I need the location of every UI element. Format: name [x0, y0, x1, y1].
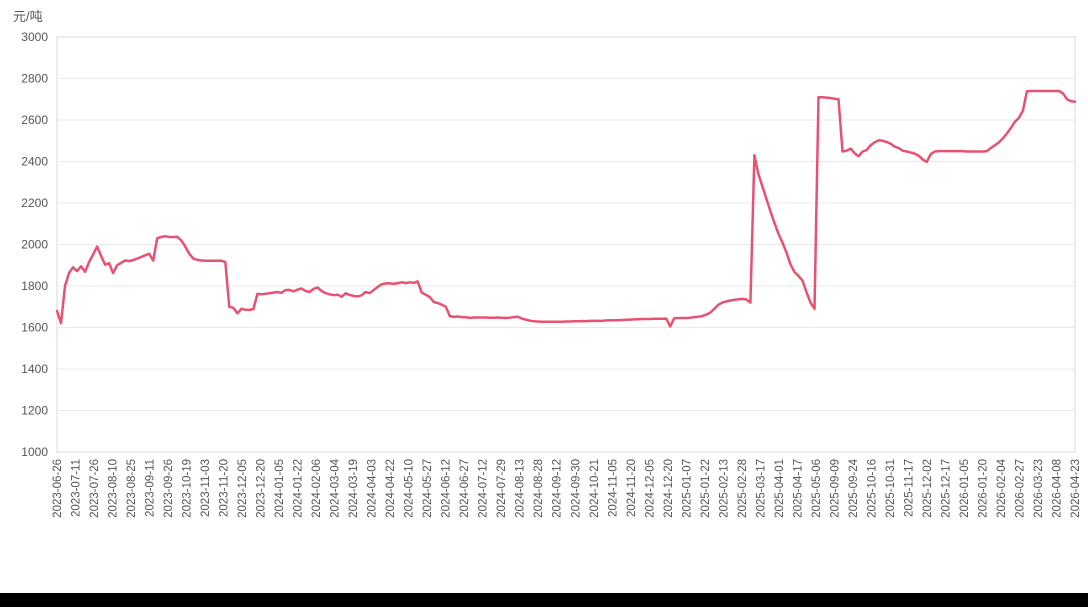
x-axis-tick-label: 2024-11-20 [626, 459, 638, 517]
y-axis-tick-label: 1400 [21, 362, 48, 376]
x-axis-tick-label: 2026-03-23 [1033, 459, 1045, 518]
x-axis-tick-label: 2024-07-12 [478, 459, 490, 518]
x-axis-tick-label: 2023-06-26 [52, 459, 64, 518]
x-axis-tick-label: 2025-03-17 [755, 459, 767, 518]
y-axis-tick-label: 1600 [21, 321, 48, 335]
x-axis-tick-label: 2026-02-27 [1014, 459, 1026, 518]
y-axis-tick-label: 2800 [21, 72, 48, 86]
x-axis-tick-label: 2024-06-27 [459, 459, 471, 518]
x-axis-tick-label: 2024-03-19 [348, 459, 360, 518]
x-axis-tick-label: 2023-11-20 [219, 459, 231, 517]
x-axis-tick-label: 2024-09-30 [570, 459, 582, 518]
x-axis-tick-label: 2025-09-24 [848, 458, 860, 517]
x-axis-tick-label: 2025-11-17 [903, 459, 915, 517]
x-axis-tick-label: 2024-12-20 [663, 459, 675, 518]
x-axis-tick-label: 2024-11-05 [607, 459, 619, 517]
x-axis-tick-label: 2024-05-10 [404, 459, 416, 518]
y-axis-labels: 3000 2800 2600 2400 2200 2000 1800 1600 1400 1200… [21, 30, 48, 459]
x-axis-tick-label: 2024-06-12 [441, 459, 453, 518]
y-axis-unit-label: 元/吨 [13, 9, 43, 24]
x-axis-tick-label: 2024-05-27 [422, 459, 434, 518]
x-axis-tick-label: 2024-12-05 [644, 459, 656, 518]
y-axis-tick-label: 2600 [21, 113, 48, 127]
x-axis-tick-label: 2023-10-19 [182, 459, 194, 518]
x-axis-tick-label: 2025-01-07 [681, 459, 693, 518]
x-axis-tick-label: 2025-12-17 [940, 459, 952, 518]
x-axis-tick-label: 2024-08-13 [515, 459, 527, 518]
x-axis-tick-label: 2026-01-20 [977, 459, 989, 518]
x-axis-tick-label: 2024-01-05 [274, 459, 286, 518]
y-axis-tick-label: 3000 [21, 30, 48, 44]
x-axis-tick-label: 2024-03-04 [330, 458, 342, 517]
y-axis-tick-label: 1000 [21, 445, 48, 459]
x-axis-labels: 2023-06-26 2023-07-11 2023-07-26 2023-08-10… [52, 458, 1082, 517]
grid-layer [56, 36, 1076, 453]
y-axis-tick-label: 2400 [21, 155, 48, 169]
x-axis-tick-label: 2023-11-03 [200, 459, 212, 517]
x-axis-tick-label: 2025-10-31 [885, 459, 897, 518]
x-axis-tick-label: 2026-04-23 [1070, 459, 1082, 518]
series-layer [55, 89, 1077, 328]
x-axis-tick-label: 2024-07-29 [496, 459, 508, 518]
x-axis-tick-label: 2024-01-22 [293, 459, 305, 518]
x-axis-tick-label: 2025-01-22 [700, 459, 712, 518]
y-axis-tick-label: 2200 [21, 196, 48, 210]
x-axis-tick-label: 2025-09-09 [829, 459, 841, 518]
x-axis-tick-label: 2024-02-06 [311, 459, 323, 518]
x-axis-tick-label: 2024-10-21 [589, 459, 601, 518]
x-axis-tick-label: 2023-12-20 [256, 459, 268, 518]
x-axis-tick-label: 2026-01-05 [959, 459, 971, 518]
x-axis-tick-label: 2025-04-01 [774, 459, 786, 518]
x-axis-tick-label: 2024-08-28 [533, 459, 545, 518]
x-axis-tick-label: 2025-02-28 [737, 459, 749, 518]
y-axis-tick-label: 2000 [21, 238, 48, 252]
x-axis-tick-label: 2024-09-12 [552, 459, 564, 518]
x-axis-tick-label: 2026-04-08 [1051, 459, 1063, 518]
x-axis-tick-label: 2025-10-16 [866, 459, 878, 518]
x-axis-tick-label: 2026-02-04 [996, 458, 1008, 517]
bottom-bar [0, 593, 1088, 607]
x-axis-tick-label: 2023-08-10 [108, 459, 120, 518]
y-axis-tick-label: 1200 [21, 404, 48, 418]
x-axis-tick-label: 2025-02-13 [718, 459, 730, 518]
x-axis-tick-label: 2025-12-02 [922, 459, 934, 518]
x-axis-tick-label: 2023-12-05 [237, 459, 249, 518]
x-axis-tick-label: 2023-07-11 [71, 459, 83, 517]
x-axis-tick-label: 2024-04-22 [385, 459, 397, 518]
x-axis-tick-label: 2024-04-03 [367, 459, 379, 518]
x-axis-tick-label: 2023-08-25 [126, 459, 138, 518]
x-axis-tick-label: 2023-09-26 [163, 459, 175, 518]
x-axis-tick-label: 2025-04-17 [792, 459, 804, 518]
x-axis-tick-label: 2025-05-06 [811, 459, 823, 518]
price-line-series [55, 89, 1077, 328]
y-axis-tick-label: 1800 [21, 279, 48, 293]
x-axis-tick-label: 2023-07-26 [89, 459, 101, 518]
x-axis-tick-label: 2023-09-11 [145, 459, 157, 517]
